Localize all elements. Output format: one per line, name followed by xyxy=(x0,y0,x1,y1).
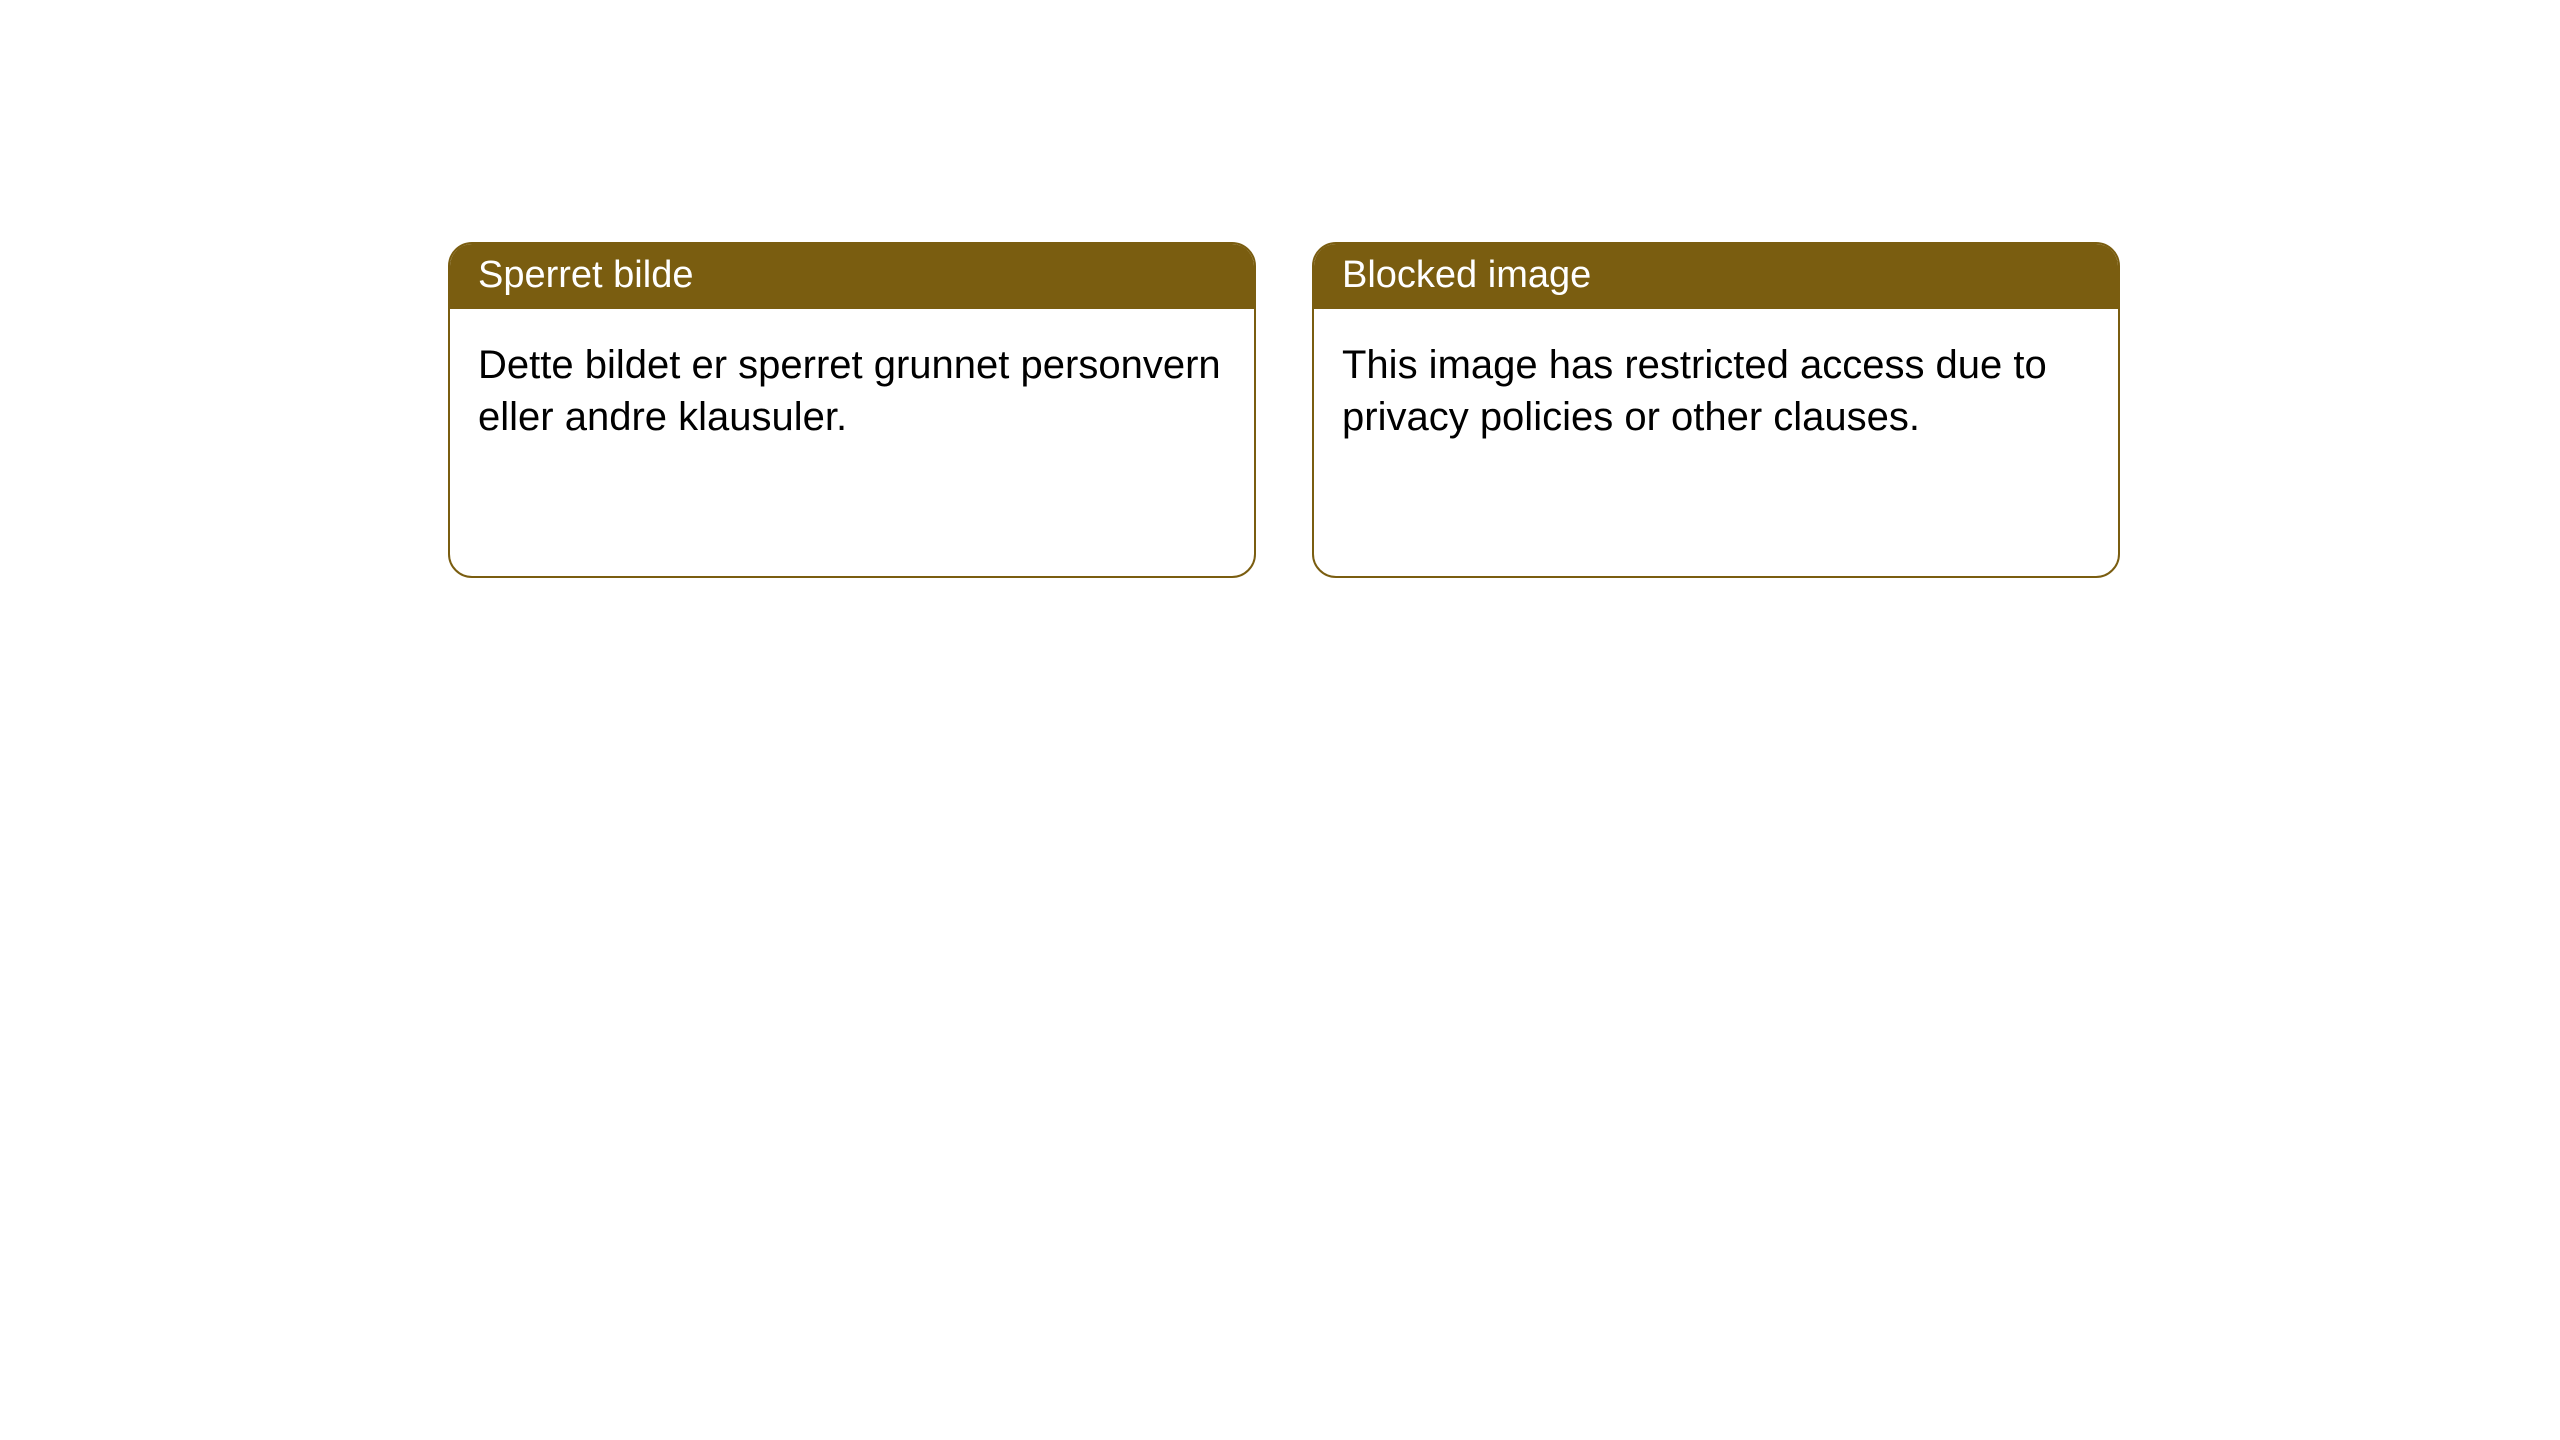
notice-container: Sperret bilde Dette bildet er sperret gr… xyxy=(0,0,2560,578)
notice-header: Sperret bilde xyxy=(450,244,1254,309)
notice-header: Blocked image xyxy=(1314,244,2118,309)
notice-card-norwegian: Sperret bilde Dette bildet er sperret gr… xyxy=(448,242,1256,578)
notice-card-english: Blocked image This image has restricted … xyxy=(1312,242,2120,578)
notice-body: This image has restricted access due to … xyxy=(1314,309,2118,473)
notice-body: Dette bildet er sperret grunnet personve… xyxy=(450,309,1254,473)
